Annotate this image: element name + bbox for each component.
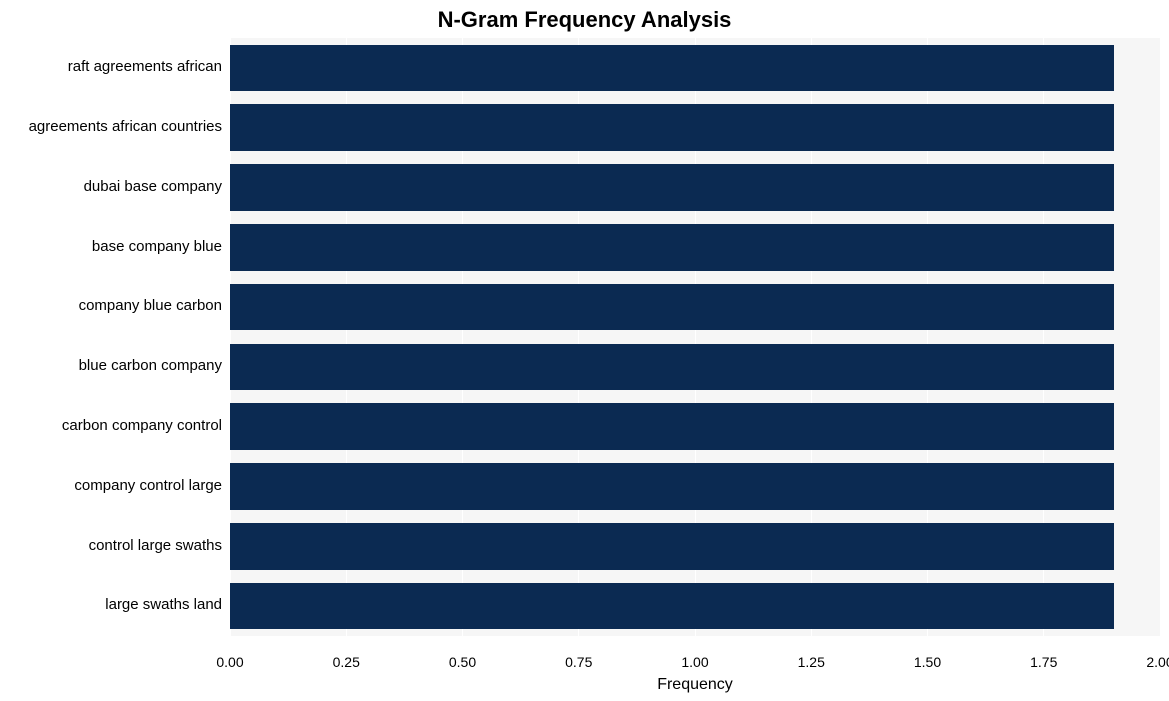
x-axis-tick-label: 0.00 — [216, 654, 243, 670]
y-axis-label: agreements african countries — [4, 118, 222, 135]
chart-container: N-Gram Frequency Analysis raft agreement… — [0, 0, 1169, 701]
y-axis-label: raft agreements african — [4, 58, 222, 75]
x-axis-tick-label: 2.00 — [1146, 654, 1169, 670]
bar — [230, 284, 1114, 331]
x-axis-title: Frequency — [230, 676, 1160, 694]
y-axis-label: company blue carbon — [4, 297, 222, 314]
y-axis-label: base company blue — [4, 238, 222, 255]
y-axis-label: company control large — [4, 477, 222, 494]
bar — [230, 344, 1114, 391]
y-axis-label: blue carbon company — [4, 357, 222, 374]
bar — [230, 583, 1114, 630]
grid-line — [1160, 38, 1161, 636]
plot-area — [230, 38, 1160, 636]
chart-title: N-Gram Frequency Analysis — [0, 7, 1169, 33]
bar — [230, 224, 1114, 271]
x-axis-tick-label: 0.50 — [449, 654, 476, 670]
y-axis-label: dubai base company — [4, 178, 222, 195]
bar — [230, 45, 1114, 92]
bar — [230, 164, 1114, 211]
bar — [230, 463, 1114, 510]
x-axis-tick-label: 1.50 — [914, 654, 941, 670]
bar — [230, 403, 1114, 450]
bar — [230, 523, 1114, 570]
x-axis-tick-label: 1.75 — [1030, 654, 1057, 670]
y-axis-label: carbon company control — [4, 417, 222, 434]
x-axis-tick-label: 0.75 — [565, 654, 592, 670]
y-axis-label: large swaths land — [4, 596, 222, 613]
x-axis-tick-label: 1.00 — [681, 654, 708, 670]
y-axis-label: control large swaths — [4, 537, 222, 554]
x-axis-tick-label: 1.25 — [798, 654, 825, 670]
x-axis-tick-label: 0.25 — [333, 654, 360, 670]
bar — [230, 104, 1114, 151]
